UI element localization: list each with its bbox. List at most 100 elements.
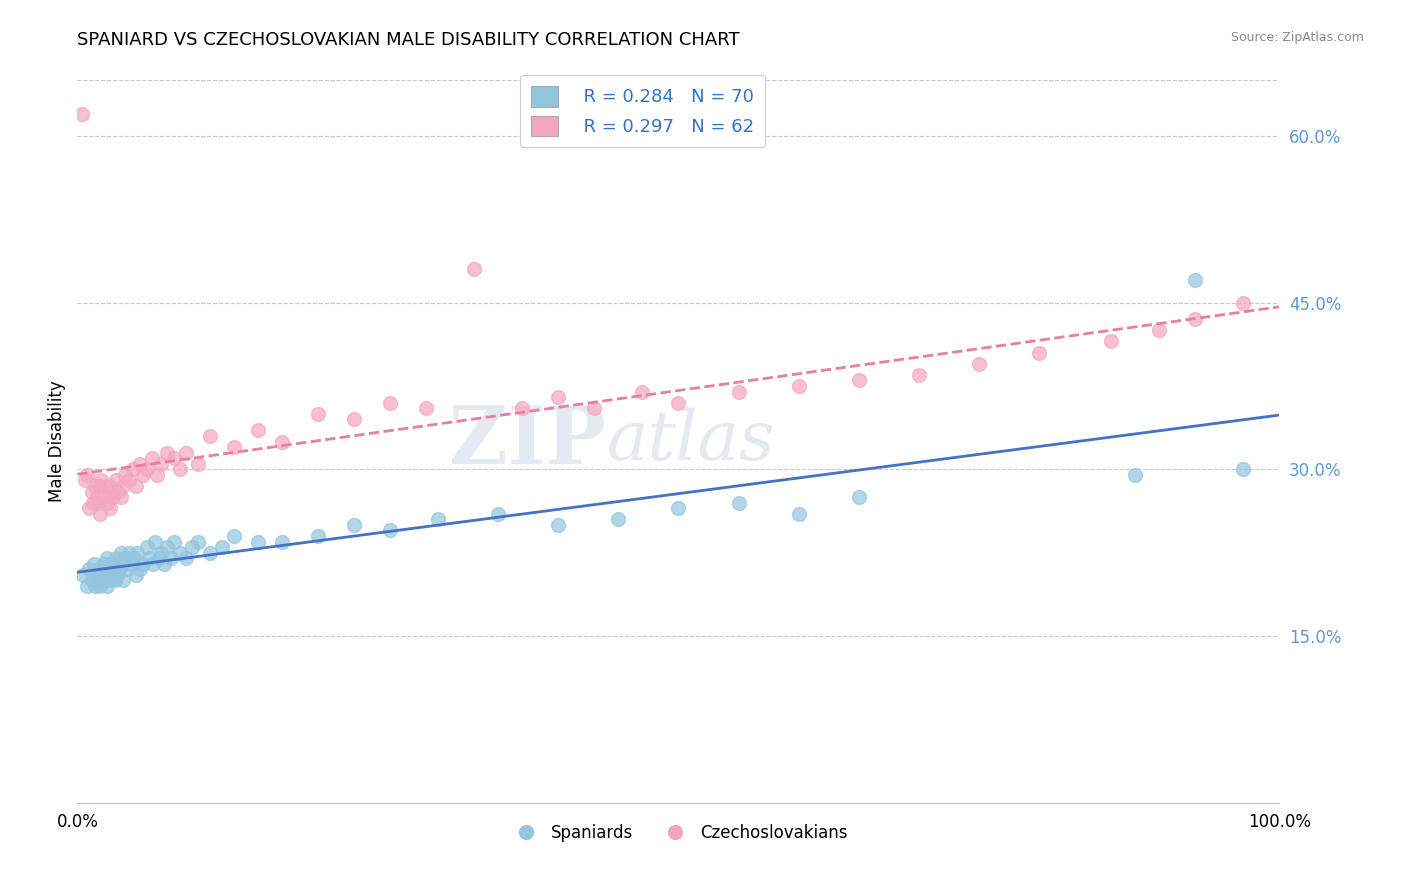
Point [128,457,150,471]
Point [103,557,125,571]
Point [80,574,103,588]
Point [848,490,870,504]
Point [94,479,117,493]
Point [222,529,245,543]
Point [100,574,122,588]
Point [103,490,125,504]
Point [76,467,98,482]
Point [186,534,209,549]
Point [83,557,105,571]
Text: atlas: atlas [606,409,775,475]
Point [120,557,142,571]
Point [463,262,485,277]
Point [105,568,128,582]
Point [136,462,159,476]
Y-axis label: Male Disability: Male Disability [48,381,66,502]
Point [117,562,139,576]
Point [631,384,654,399]
Text: SPANIARD VS CZECHOSLOVAKIAN MALE DISABILITY CORRELATION CHART: SPANIARD VS CZECHOSLOVAKIAN MALE DISABIL… [77,31,740,49]
Point [76,579,98,593]
Point [132,467,155,482]
Text: ZIP: ZIP [450,402,606,481]
Point [90,568,112,582]
Point [160,551,183,566]
Point [86,568,108,582]
Point [246,534,269,549]
Point [908,368,931,382]
Point [1232,295,1254,310]
Point [169,462,191,476]
Point [486,507,509,521]
Point [128,562,150,576]
Point [104,574,127,588]
Point [100,484,122,499]
Point [98,501,121,516]
Point [148,551,170,566]
Point [270,434,292,449]
Point [427,512,450,526]
Point [87,496,110,510]
Point [96,568,118,582]
Point [111,557,134,571]
Point [84,579,107,593]
Point [136,540,159,554]
Point [510,401,533,416]
Point [727,496,749,510]
Point [1184,273,1206,287]
Point [141,451,163,466]
Point [138,551,160,566]
Point [89,579,111,593]
Point [118,474,141,488]
Point [967,357,990,371]
Point [343,412,366,426]
Point [87,562,110,576]
Point [162,451,184,466]
Point [848,373,870,387]
Point [114,551,136,566]
Point [96,551,118,566]
Point [145,534,167,549]
Legend: Spaniards, Czechoslovakians: Spaniards, Czechoslovakians [503,817,853,848]
Point [547,390,569,404]
Point [107,484,129,499]
Point [70,106,93,120]
Point [198,429,221,443]
Point [121,462,143,476]
Point [1123,467,1146,482]
Point [104,551,127,566]
Point [1149,323,1171,337]
Point [156,445,179,459]
Point [125,568,148,582]
Point [98,557,121,571]
Point [96,579,118,593]
Point [118,546,141,560]
Point [97,479,120,493]
Point [174,445,197,459]
Point [378,395,401,409]
Point [132,557,155,571]
Point [142,557,165,571]
Point [787,507,810,521]
Point [72,568,94,582]
Point [150,546,173,560]
Point [111,574,134,588]
Point [246,424,269,438]
Point [73,474,96,488]
Point [101,568,124,582]
Point [156,540,179,554]
Point [174,551,197,566]
Text: Source: ZipAtlas.com: Source: ZipAtlas.com [1230,31,1364,45]
Point [86,490,108,504]
Point [127,546,149,560]
Point [108,562,131,576]
Point [787,379,810,393]
Point [111,479,134,493]
Point [153,557,176,571]
Point [180,540,202,554]
Point [93,557,115,571]
Point [104,474,127,488]
Point [307,407,329,421]
Point [84,479,107,493]
Point [211,540,233,554]
Point [270,534,292,549]
